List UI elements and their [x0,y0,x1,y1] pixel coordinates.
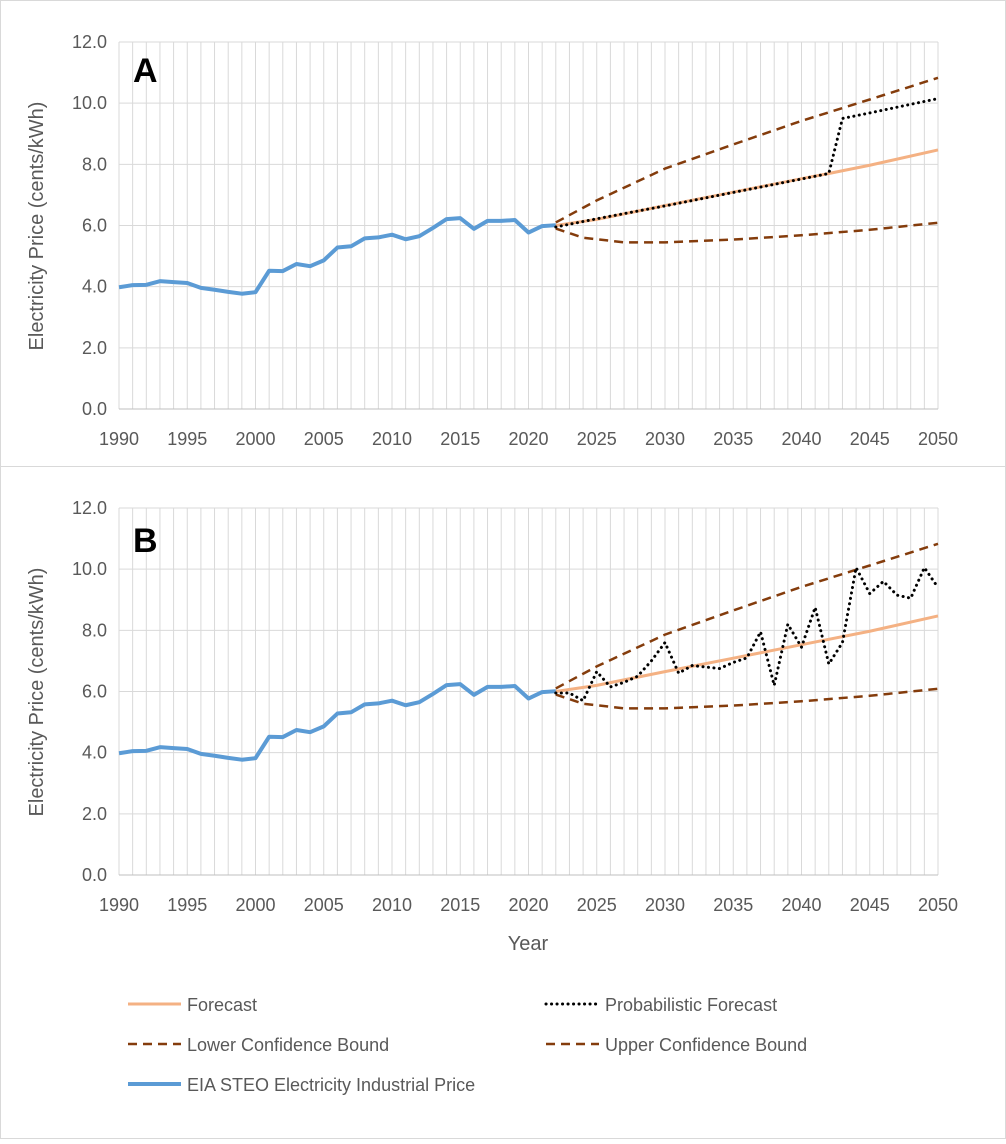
panel-b-gridlines [118,507,939,876]
panel-a-y-tick-label: 10.0 [72,93,107,113]
panel-a-y-tick-label: 12.0 [72,32,107,52]
panel-a-x-tick-label: 2005 [304,429,344,449]
panel-b-y-tick-label: 8.0 [82,620,107,640]
legend-item-upper-confidence-bound: Upper Confidence Bound [546,1035,807,1055]
panel-a-y-axis-title: Electricity Price (cents/kWh) [26,102,48,351]
panel-a-series [118,76,940,296]
panel-b-x-tick-label: 2020 [508,895,548,915]
panel-b-x-tick-label: 2010 [372,895,412,915]
panel-b-x-tick-label: 2040 [781,895,821,915]
panel-a-y-tick-label: 0.0 [82,399,107,419]
panel-a-x-tick-label: 2035 [713,429,753,449]
panel-b-y-tick-label: 6.0 [82,682,107,702]
panel-a-x-tick-label: 1995 [167,429,207,449]
x-axis-title: Year [508,933,549,955]
panel-b-series-upper-confidence-bound [555,542,939,690]
panel-a-x-tick-label: 2020 [508,429,548,449]
panel-b-y-tick-label: 10.0 [72,559,107,579]
panel-a-x-tick-label: 2010 [372,429,412,449]
panel-a-series-upper-confidence-bound [555,76,939,224]
panel-b-y-tick-label: 2.0 [82,804,107,824]
legend-item-eia-steo-price: EIA STEO Electricity Industrial Price [128,1075,475,1095]
panel-b-tick-labels: 0.0 2.0 4.0 6.0 8.0 10.0 12.0 1990 1995 2000 2005 2… [72,498,958,915]
panel-b-series-forecast [555,614,939,693]
panel-b-x-tick-label: 2000 [235,895,275,915]
legend: Forecast Probabilistic Forecast Lower Co… [128,995,807,1095]
panel-a-tick-labels: 0.0 2.0 4.0 6.0 8.0 10.0 12.0 1990 1995 2000 2005 2… [72,32,958,449]
panel-b-x-tick-label: 2030 [645,895,685,915]
panel-b-y-tick-label: 0.0 [82,865,107,885]
panel-b-series-probabilistic-forecast [554,566,940,703]
panel-b-label: B [133,522,158,560]
panel-a-x-tick-label: 2040 [781,429,821,449]
panel-b-y-tick-label: 12.0 [72,498,107,518]
panel-a-y-tick-label: 8.0 [82,154,107,174]
panel-a-label: A [133,52,158,90]
panel-b-x-tick-label: 1995 [167,895,207,915]
panel-b-series [118,542,940,762]
panel-a-x-tick-label: 2030 [645,429,685,449]
panel-a-series-eia-steo-electricity-industrial-price [118,216,556,296]
legend-label-probabilistic-forecast: Probabilistic Forecast [605,995,777,1015]
panel-b-x-tick-label: 2045 [850,895,890,915]
panel-b-x-tick-label: 2025 [577,895,617,915]
panel-a-x-tick-label: 2000 [235,429,275,449]
panel-b-x-tick-label: 2005 [304,895,344,915]
panel-a-y-tick-label: 2.0 [82,338,107,358]
legend-label-forecast: Forecast [187,995,257,1015]
panel-b-y-axis-title: Electricity Price (cents/kWh) [26,568,48,817]
panel-a-x-tick-label: 1990 [99,429,139,449]
legend-label-eia-steo-price: EIA STEO Electricity Industrial Price [187,1075,475,1095]
panel-a-x-tick-label: 2050 [918,429,958,449]
panel-b-x-tick-label: 2015 [440,895,480,915]
panel-b-series-lower-confidence-bound [555,687,939,710]
panel-b: 0.0 2.0 4.0 6.0 8.0 10.0 12.0 1990 1995 2000 2005 2… [26,498,958,955]
legend-item-forecast: Forecast [128,995,257,1015]
legend-label-upper-confidence-bound: Upper Confidence Bound [605,1035,807,1055]
panel-a-series-lower-confidence-bound [555,221,939,244]
legend-label-lower-confidence-bound: Lower Confidence Bound [187,1035,389,1055]
panel-a: 0.0 2.0 4.0 6.0 8.0 10.0 12.0 1990 1995 2000 2005 2… [26,32,958,449]
legend-item-lower-confidence-bound: Lower Confidence Bound [128,1035,389,1055]
panel-b-x-tick-label: 1990 [99,895,139,915]
panel-a-y-tick-label: 4.0 [82,277,107,297]
panel-a-x-tick-label: 2045 [850,429,890,449]
panel-b-x-tick-label: 2035 [713,895,753,915]
legend-item-probabilistic-forecast: Probabilistic Forecast [544,995,777,1015]
panel-a-x-tick-label: 2015 [440,429,480,449]
panel-b-series-eia-steo-electricity-industrial-price [118,682,556,762]
panel-a-y-tick-label: 6.0 [82,216,107,236]
panel-b-y-tick-label: 4.0 [82,743,107,763]
panel-a-x-tick-label: 2025 [577,429,617,449]
panel-a-series-probabilistic-forecast [554,97,940,229]
panel-b-x-tick-label: 2050 [918,895,958,915]
panel-a-gridlines [118,41,939,410]
